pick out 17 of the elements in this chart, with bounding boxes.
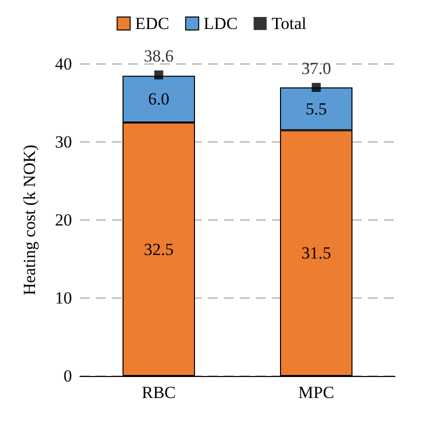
x-tick-label: MPC <box>298 383 334 402</box>
data-label: 6.0 <box>148 90 170 109</box>
data-label: 37.0 <box>301 58 332 78</box>
legend-label: EDC <box>135 14 170 33</box>
y-tick-label: 20 <box>55 210 72 230</box>
data-label: 32.5 <box>144 240 174 259</box>
data-label: 38.6 <box>144 46 174 66</box>
data-label: 5.5 <box>306 99 327 118</box>
y-tick-label: 0 <box>64 366 72 386</box>
y-tick-label: 40 <box>55 54 72 74</box>
x-tick-label: RBC <box>142 383 176 402</box>
legend-label: Total <box>272 14 307 33</box>
y-tick-label: 30 <box>55 132 72 152</box>
y-tick-label: 10 <box>55 288 72 308</box>
data-label: 31.5 <box>301 244 332 263</box>
y-axis-title: Heating cost (k NOK) <box>20 144 39 296</box>
legend-label: LDC <box>204 14 238 33</box>
